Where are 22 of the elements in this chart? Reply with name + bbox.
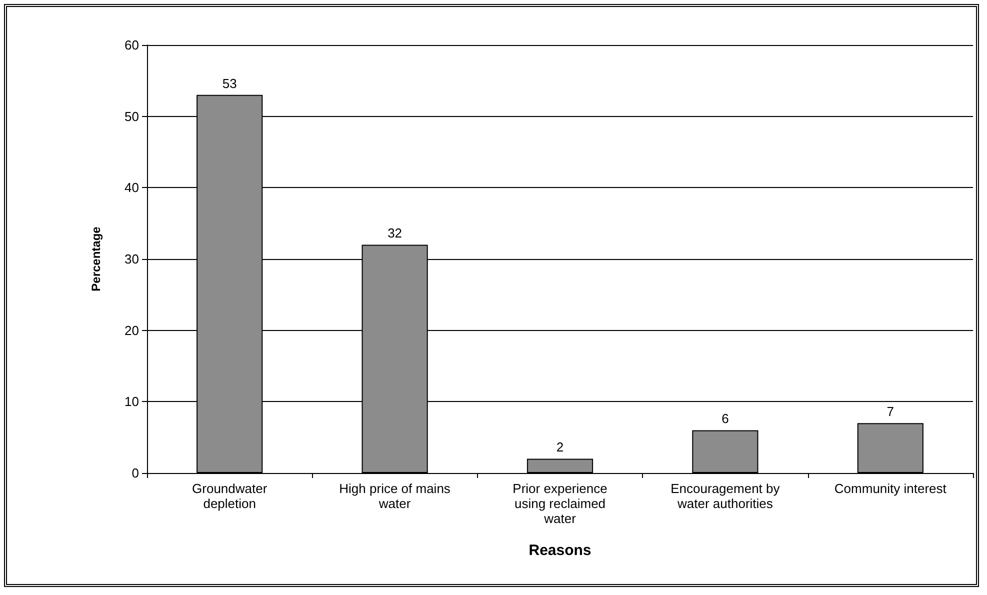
bar [857, 423, 924, 473]
x-tick-label: High price of mains water [339, 481, 451, 511]
data-label: 6 [722, 411, 729, 426]
bar [526, 458, 594, 473]
x-tick-label: Community interest [834, 481, 947, 496]
data-label: 53 [222, 76, 237, 91]
y-tick-label: 30 [124, 252, 139, 266]
data-label: 32 [388, 226, 402, 241]
y-tick-label: 0 [132, 466, 139, 480]
x-tick-label: Prior experience using reclaimed water [512, 481, 608, 526]
y-axis-title: Percentage [89, 226, 103, 292]
y-tick-label: 60 [124, 38, 139, 52]
data-label: 7 [886, 404, 894, 420]
y-tick-label: 10 [124, 394, 139, 410]
x-axis-title: Reasons [528, 542, 592, 559]
x-tick-label: Encouragement by water authorities [670, 481, 780, 511]
bar [692, 430, 758, 473]
y-tick-label: 40 [124, 180, 139, 196]
y-tick-label: 20 [124, 322, 139, 338]
data-label: 2 [556, 440, 564, 455]
x-tick-label: Groundwater depletion [192, 481, 268, 511]
y-tick-label: 50 [124, 108, 139, 124]
